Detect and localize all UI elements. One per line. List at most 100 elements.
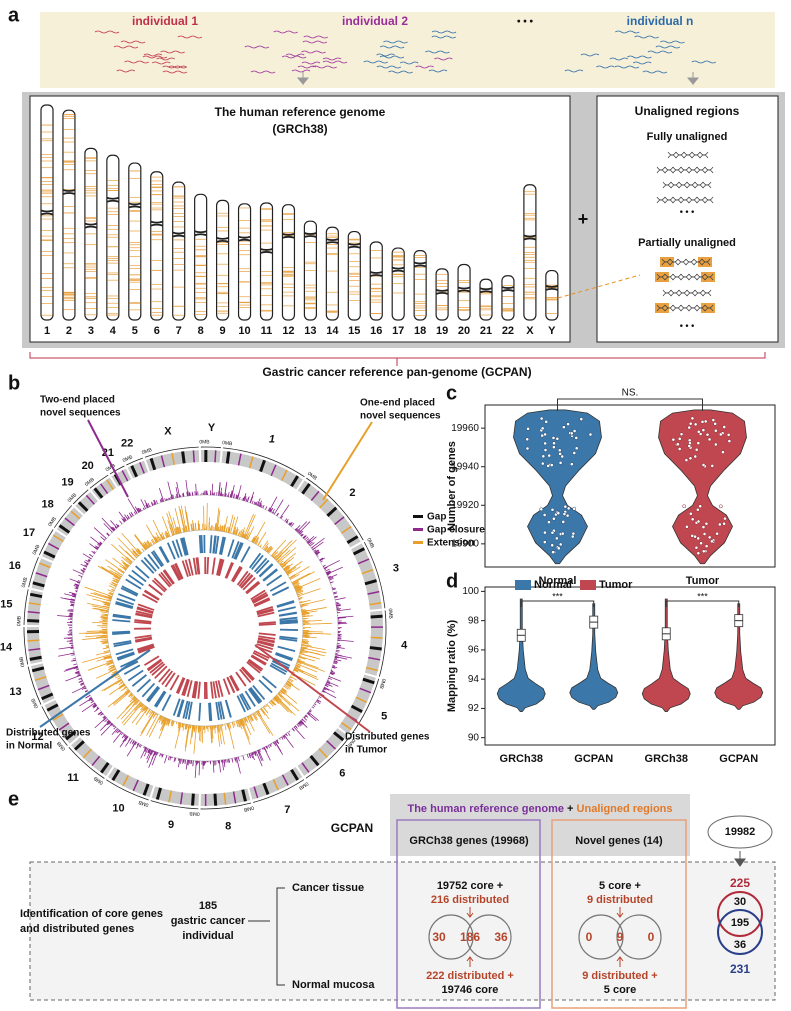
gene bbox=[170, 565, 181, 581]
bar bbox=[257, 749, 260, 755]
read bbox=[399, 61, 419, 65]
bar bbox=[152, 712, 157, 719]
bar bbox=[77, 580, 81, 582]
bar bbox=[165, 530, 169, 538]
bar bbox=[118, 544, 135, 561]
bar bbox=[103, 679, 122, 691]
bar bbox=[191, 725, 194, 738]
gene bbox=[240, 546, 251, 563]
bar bbox=[161, 716, 165, 723]
bar bbox=[96, 706, 99, 709]
tick-label: 0MB bbox=[297, 780, 309, 791]
bar bbox=[124, 738, 132, 747]
bar bbox=[319, 557, 324, 561]
bar bbox=[217, 725, 219, 730]
feature bbox=[106, 479, 114, 491]
chromosome bbox=[106, 154, 120, 321]
arrow bbox=[734, 851, 746, 867]
gene bbox=[240, 574, 253, 589]
read bbox=[143, 53, 163, 57]
x-tick-label: Tumor bbox=[686, 575, 720, 587]
bar bbox=[126, 688, 129, 691]
feature bbox=[32, 581, 45, 588]
bar bbox=[99, 542, 102, 545]
jitter-point bbox=[566, 422, 570, 426]
bar bbox=[155, 500, 158, 504]
feature bbox=[34, 676, 47, 681]
bar bbox=[244, 514, 256, 539]
jitter-point bbox=[525, 437, 530, 442]
jitter-point bbox=[550, 530, 555, 535]
gene bbox=[269, 581, 287, 592]
bar bbox=[242, 718, 246, 726]
bar bbox=[284, 684, 291, 690]
jitter-point bbox=[710, 464, 715, 468]
bar bbox=[293, 668, 319, 681]
bar bbox=[193, 523, 195, 531]
jitter-point bbox=[549, 463, 554, 467]
bar bbox=[118, 681, 124, 686]
gene bbox=[257, 639, 275, 646]
bar bbox=[296, 663, 302, 666]
bar bbox=[101, 638, 108, 641]
bar bbox=[328, 676, 342, 682]
annotation: Distributed genes bbox=[345, 732, 430, 743]
feature bbox=[301, 762, 310, 773]
read bbox=[322, 60, 348, 64]
tick-label: 0MB bbox=[92, 774, 104, 785]
read bbox=[156, 57, 175, 61]
bar bbox=[301, 642, 309, 645]
gene bbox=[116, 597, 135, 606]
bar bbox=[290, 522, 295, 527]
chromosome bbox=[259, 202, 274, 321]
gene bbox=[279, 637, 298, 642]
bar bbox=[271, 550, 277, 557]
bar bbox=[264, 705, 266, 708]
bar bbox=[137, 548, 143, 554]
bar bbox=[167, 719, 171, 727]
bar bbox=[136, 547, 142, 554]
brace bbox=[248, 887, 285, 986]
helix bbox=[662, 181, 712, 189]
bar bbox=[224, 723, 227, 731]
gene bbox=[224, 699, 232, 718]
bar bbox=[119, 568, 125, 573]
bar bbox=[242, 533, 245, 538]
gene bbox=[251, 591, 267, 602]
bar bbox=[110, 581, 118, 586]
bar bbox=[287, 680, 290, 682]
gene bbox=[246, 582, 261, 595]
bar bbox=[106, 533, 110, 537]
chromosome bbox=[172, 181, 186, 321]
helix bbox=[661, 258, 711, 266]
bar bbox=[111, 727, 118, 736]
feature bbox=[334, 516, 345, 525]
bar bbox=[99, 711, 103, 715]
gene bbox=[276, 600, 295, 608]
bar bbox=[100, 723, 113, 736]
scale-arc bbox=[109, 465, 125, 475]
bar bbox=[311, 706, 315, 709]
bar bbox=[76, 667, 79, 669]
ideogram bbox=[31, 663, 55, 704]
bar bbox=[103, 716, 107, 719]
scale-arc bbox=[41, 706, 68, 746]
bar bbox=[323, 687, 330, 691]
read bbox=[94, 30, 120, 34]
bar bbox=[228, 758, 231, 763]
bar bbox=[133, 511, 137, 515]
gene bbox=[147, 553, 160, 570]
bar bbox=[302, 638, 309, 641]
bar bbox=[296, 661, 302, 665]
gene bbox=[188, 558, 194, 576]
bar bbox=[127, 498, 138, 514]
bar bbox=[85, 694, 91, 699]
feature bbox=[362, 677, 375, 685]
gene bbox=[219, 701, 225, 720]
bar bbox=[296, 589, 304, 594]
ideogram bbox=[151, 786, 199, 806]
bar bbox=[112, 527, 116, 531]
jitter-point bbox=[704, 521, 709, 526]
bar bbox=[119, 520, 123, 525]
annotation: *** bbox=[552, 591, 563, 601]
